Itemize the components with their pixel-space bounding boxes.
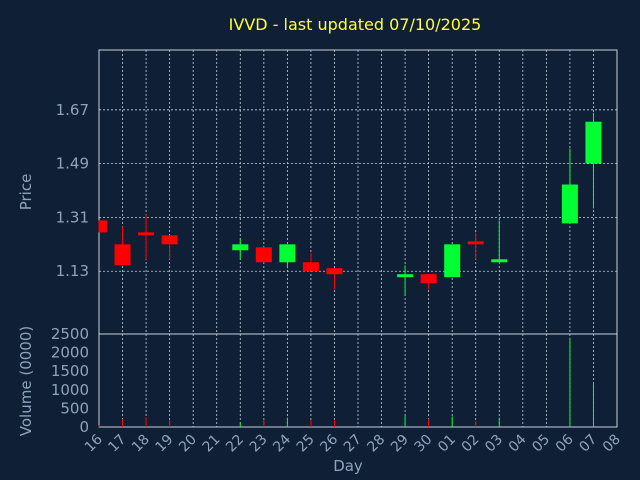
candle-body bbox=[161, 235, 178, 245]
day-tick-label: 27 bbox=[341, 432, 365, 456]
day-tick-label: 24 bbox=[270, 431, 294, 455]
day-tick-label: 28 bbox=[364, 432, 388, 456]
candle-body bbox=[99, 220, 107, 233]
candle-body bbox=[302, 262, 319, 272]
x-axis-title: Day bbox=[333, 457, 363, 475]
day-tick-label: 08 bbox=[600, 432, 624, 456]
day-tick-label: 21 bbox=[200, 432, 224, 456]
volume-tick-label: 0 bbox=[79, 418, 89, 436]
candle-body bbox=[561, 184, 578, 224]
day-tick-label: 23 bbox=[247, 432, 271, 456]
candle-body bbox=[585, 121, 602, 164]
candle-body bbox=[420, 274, 437, 284]
price-tick-label: 1.49 bbox=[56, 155, 89, 173]
price-panel: 1.13 1.31 1.49 1.67 bbox=[56, 49, 618, 335]
day-tick-label: 26 bbox=[317, 431, 341, 455]
day-tick-label: 07 bbox=[576, 432, 600, 456]
day-tick-label: 17 bbox=[105, 432, 129, 456]
candle-body bbox=[114, 244, 131, 266]
candle-body bbox=[232, 244, 249, 251]
candle-body bbox=[444, 244, 461, 278]
day-tick-label: 06 bbox=[553, 431, 577, 455]
day-tick-label: 20 bbox=[176, 432, 200, 456]
candle-body bbox=[138, 232, 155, 236]
candle-body bbox=[326, 268, 343, 275]
day-tick-label: 03 bbox=[482, 432, 506, 456]
day-tick-label: 01 bbox=[435, 432, 459, 456]
price-tick-label: 1.67 bbox=[56, 101, 89, 119]
volume-tick-label: 500 bbox=[60, 399, 89, 417]
volume-tick-label: 1000 bbox=[51, 381, 89, 399]
day-tick-label: 30 bbox=[412, 432, 436, 456]
day-tick-label: 29 bbox=[388, 432, 412, 456]
candle-body bbox=[491, 259, 508, 263]
price-axis-title: Price bbox=[17, 174, 35, 211]
candle-body bbox=[255, 247, 272, 263]
x-axis: 16 17 18 19 20 21 22 23 24 25 26 27 28 29 30 01 02 03 04 05… bbox=[82, 431, 624, 455]
chart-title: IVVD - last updated 07/10/2025 bbox=[229, 15, 482, 34]
candle-body bbox=[279, 244, 296, 263]
volume-tick-label: 2000 bbox=[51, 344, 89, 362]
day-tick-label: 04 bbox=[506, 431, 530, 455]
volume-tick-label: 2500 bbox=[51, 325, 89, 343]
day-tick-label: 18 bbox=[129, 432, 153, 456]
volume-axis-title: Volume (0000) bbox=[17, 326, 35, 436]
day-tick-label: 02 bbox=[459, 432, 483, 456]
day-tick-label: 25 bbox=[294, 432, 318, 456]
price-tick-label: 1.31 bbox=[56, 208, 89, 226]
candle-body bbox=[467, 241, 484, 245]
volume-tick-label: 1500 bbox=[51, 362, 89, 380]
day-tick-label: 05 bbox=[529, 432, 553, 456]
day-tick-label: 22 bbox=[223, 432, 247, 456]
price-tick-label: 1.13 bbox=[56, 262, 89, 280]
candle-body bbox=[397, 274, 414, 278]
day-tick-label: 19 bbox=[153, 432, 177, 456]
